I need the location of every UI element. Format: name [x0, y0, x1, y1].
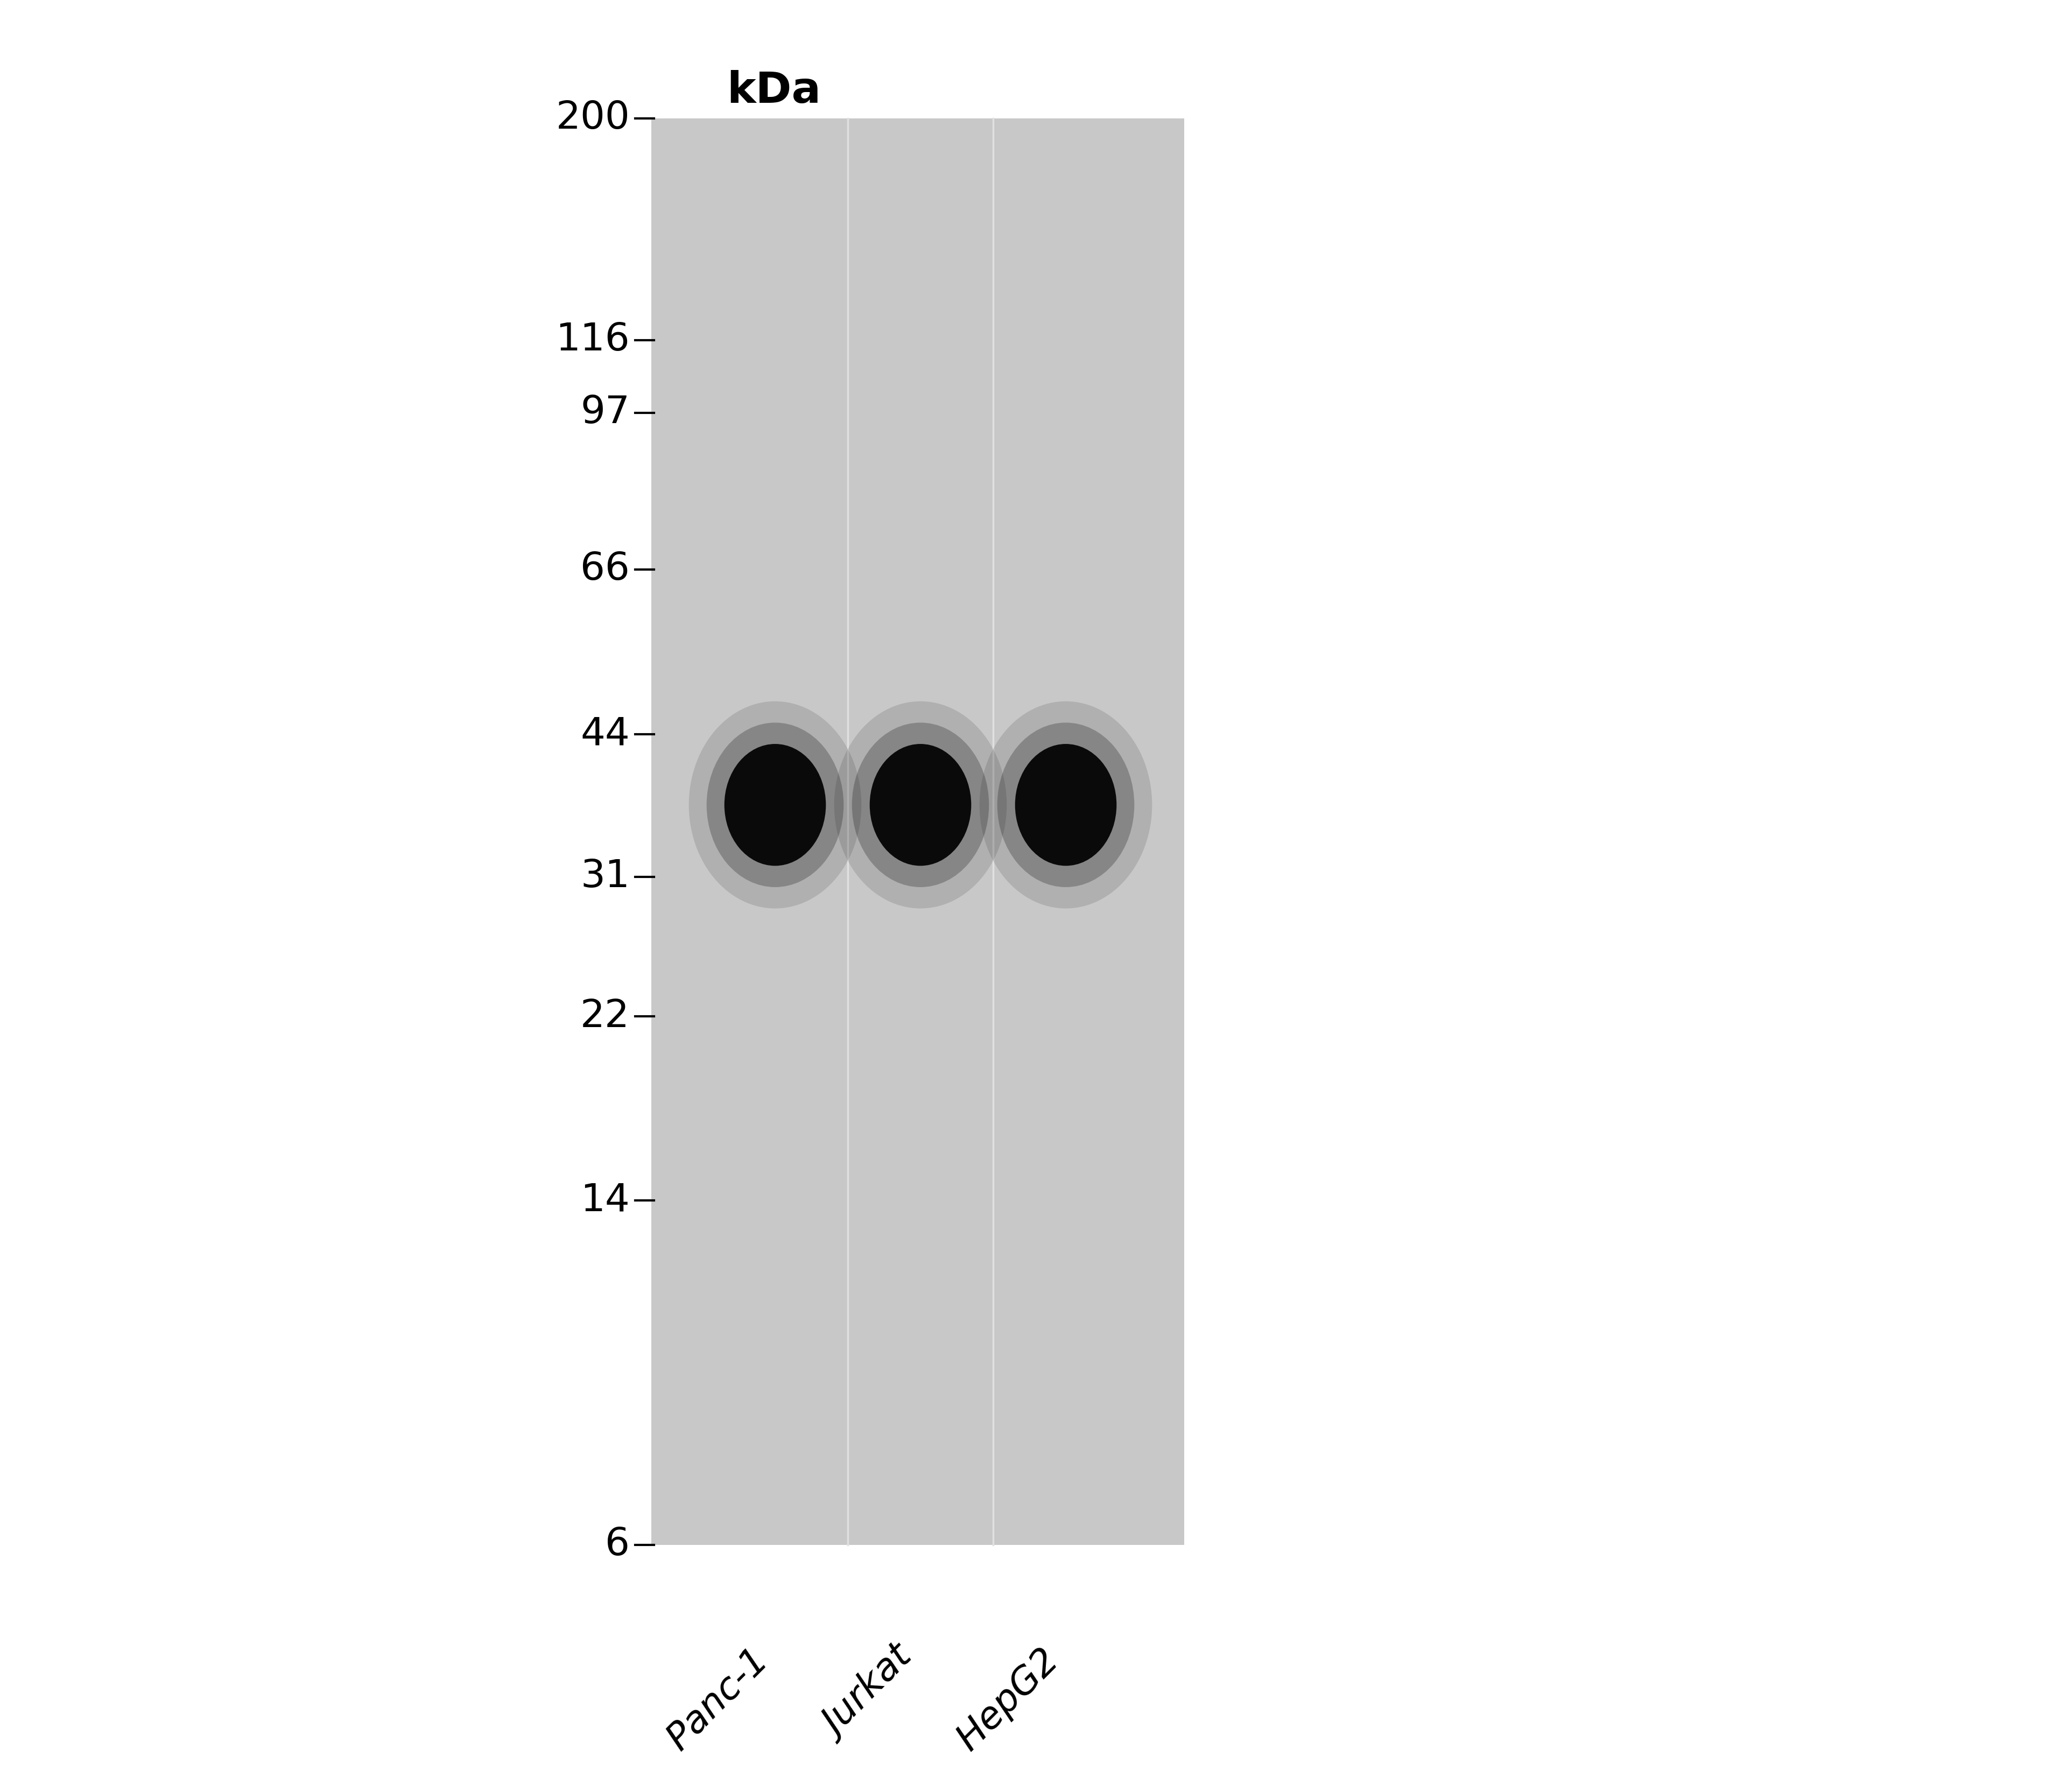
- Text: 200: 200: [556, 100, 630, 136]
- Ellipse shape: [980, 701, 1151, 909]
- Text: HepG2: HepG2: [951, 1641, 1067, 1758]
- Text: 22: 22: [581, 998, 630, 1036]
- Text: 14: 14: [581, 1181, 630, 1219]
- Text: 116: 116: [556, 321, 630, 358]
- Text: 66: 66: [581, 550, 630, 588]
- Ellipse shape: [835, 701, 1007, 909]
- Ellipse shape: [870, 744, 971, 866]
- Ellipse shape: [852, 722, 988, 887]
- Text: kDa: kDa: [728, 70, 821, 111]
- Bar: [651, 118, 1184, 1545]
- Text: 97: 97: [581, 394, 630, 432]
- Text: 6: 6: [606, 1527, 630, 1563]
- Ellipse shape: [1015, 744, 1116, 866]
- Ellipse shape: [723, 744, 827, 866]
- Text: Panc-1: Panc-1: [659, 1641, 775, 1758]
- Ellipse shape: [996, 722, 1135, 887]
- Text: 31: 31: [581, 858, 630, 896]
- Text: Jurkat: Jurkat: [819, 1641, 920, 1745]
- Ellipse shape: [707, 722, 843, 887]
- Text: 44: 44: [581, 715, 630, 753]
- Ellipse shape: [688, 701, 862, 909]
